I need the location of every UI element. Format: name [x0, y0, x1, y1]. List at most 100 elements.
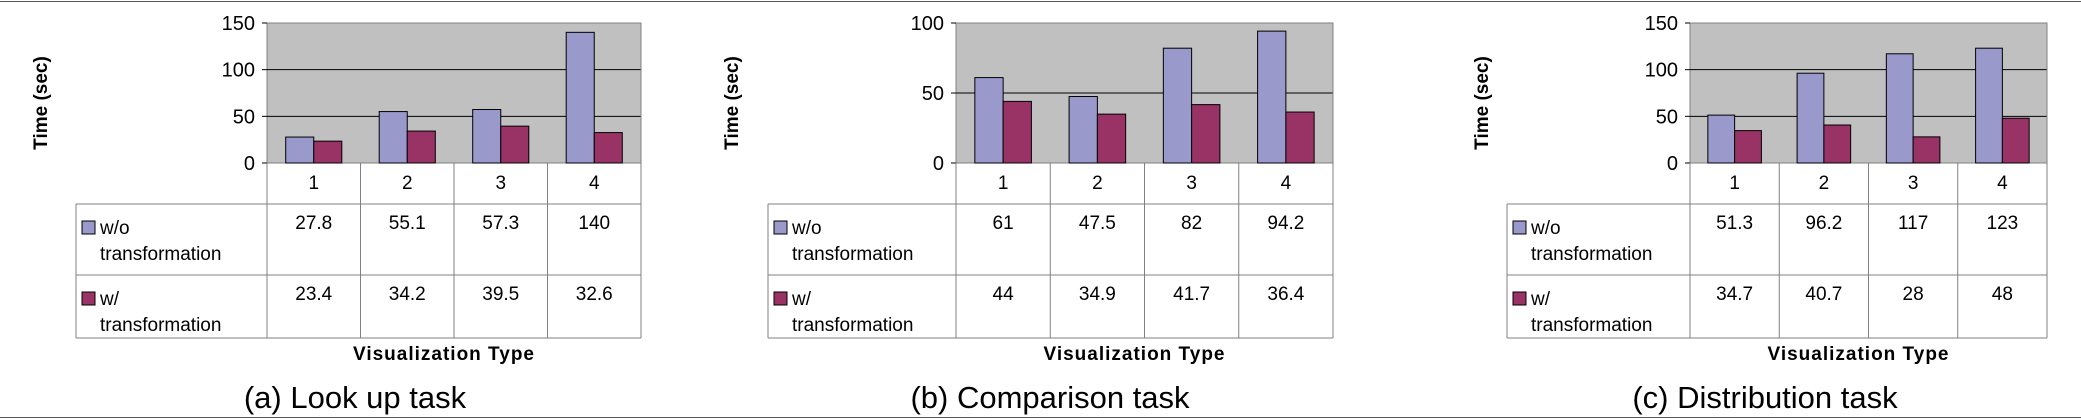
- panel-caption: (a) Look up task: [244, 380, 467, 415]
- x-axis-title: Visualization Type: [353, 344, 535, 365]
- data-table: 1 2 3 4 w/o transformation 27.8 55.1 57.3 140 w/tr…: [75, 23, 642, 339]
- legend-label-line1: w/: [1530, 289, 1551, 310]
- y-tick-label: 150: [1645, 13, 1678, 35]
- category-label: 2: [402, 173, 413, 194]
- category-label: 3: [1908, 173, 1919, 194]
- bar-s2-c2: [1823, 124, 1852, 164]
- data-cell: 28: [1903, 284, 1924, 305]
- panel-caption: (c) Distribution task: [1632, 380, 1898, 415]
- legend-label-line1: w/: [791, 289, 812, 310]
- data-cell: 55.1: [389, 213, 426, 234]
- bar-s1-c3: [1885, 53, 1914, 164]
- legend-swatch-2: [1512, 291, 1527, 306]
- y-axis-title: Time (sec): [722, 56, 743, 150]
- bar-s2-c1: [313, 140, 343, 164]
- legend-label-line2: transformation: [100, 315, 221, 336]
- data-table: 1 2 3 4 w/o transformation 61 47.5 82 94.2 w/trans…: [767, 23, 1334, 339]
- category-label: 4: [589, 173, 600, 194]
- y-tick-label: 100: [222, 60, 255, 82]
- data-cell: 32.6: [576, 284, 613, 305]
- bar-s2-c1: [1002, 100, 1032, 164]
- bar-s1-c4: [1257, 30, 1287, 164]
- legend-swatch-1: [773, 220, 788, 235]
- legend-swatch-1: [81, 220, 96, 235]
- category-label: 1: [998, 173, 1009, 194]
- y-tick-label: 100: [911, 13, 944, 35]
- bar-s2-c4: [2001, 117, 2030, 164]
- x-axis-title: Visualization Type: [1043, 344, 1225, 365]
- bottom-rule: [0, 417, 2081, 418]
- y-tick-label: 0: [1667, 153, 1678, 175]
- bar-s1-c2: [1796, 72, 1825, 164]
- legend-swatch-2: [81, 291, 96, 306]
- bar-s2-c4: [1285, 111, 1315, 164]
- bar-s1-c4: [565, 31, 595, 164]
- bar-s2-c3: [500, 125, 530, 164]
- top-rule: [0, 1, 2081, 2]
- legend-label-line2: transformation: [1531, 315, 1652, 336]
- category-label: 2: [1092, 173, 1103, 194]
- category-label: 2: [1819, 173, 1830, 194]
- category-label: 3: [495, 173, 506, 194]
- data-cell: 47.5: [1079, 213, 1116, 234]
- legend-label-line1: w/o: [1530, 218, 1561, 239]
- data-cell: 34.7: [1716, 284, 1753, 305]
- bar-s2-c2: [406, 130, 436, 164]
- data-cell: 123: [1987, 213, 2019, 234]
- data-cell: 23.4: [295, 284, 332, 305]
- y-tick-label: 50: [922, 83, 944, 105]
- data-cell: 117: [1898, 213, 1928, 234]
- data-cell: 40.7: [1805, 284, 1842, 305]
- data-cell: 39.5: [482, 284, 519, 305]
- bar-s2-c3: [1912, 136, 1941, 164]
- data-cell: 41.7: [1173, 284, 1210, 305]
- legend-label-line2: transformation: [100, 244, 221, 265]
- y-axis-title: Time (sec): [31, 56, 52, 150]
- legend-swatch-1: [1512, 220, 1527, 235]
- data-cell: 34.2: [389, 284, 426, 305]
- data-cell: 94.2: [1267, 213, 1304, 234]
- data-cell: 82: [1181, 213, 1202, 234]
- legend-label-line1: w/o: [791, 218, 822, 239]
- bar-s2-c4: [593, 132, 623, 164]
- category-label: 4: [1281, 173, 1292, 194]
- bar-s1-c4: [1975, 47, 2003, 164]
- legend-label-line2: transformation: [1531, 244, 1652, 265]
- legend-label-line1: w/: [99, 289, 120, 310]
- x-axis-title: Visualization Type: [1767, 344, 1949, 365]
- data-cell: 44: [993, 284, 1015, 305]
- data-cell: 61: [993, 213, 1014, 234]
- bar-s1-c1: [285, 136, 315, 164]
- chart-panel-b: 0 50 100 Time (sec) 1 2 3 4 w/o transformation 61 4…: [722, 13, 1334, 415]
- category-label: 3: [1186, 173, 1197, 194]
- chart-panel-a: 0 50 100 150 Time (sec) 1 2 3 4 w/o transformation…: [31, 13, 642, 415]
- bar-s1-c2: [1068, 96, 1098, 164]
- category-label: 1: [308, 173, 319, 194]
- data-cell: 96.2: [1805, 213, 1842, 234]
- y-tick-label: 50: [1656, 106, 1678, 128]
- data-cell: 51.3: [1716, 213, 1753, 234]
- bar-s2-c1: [1734, 130, 1762, 164]
- panel-caption: (b) Comparison task: [910, 380, 1190, 415]
- data-cell: 27.8: [295, 213, 332, 234]
- y-tick-label: 0: [244, 153, 255, 175]
- legend-label-line1: w/o: [99, 218, 130, 239]
- bar-s1-c3: [472, 109, 502, 164]
- category-label: 1: [1729, 173, 1740, 194]
- category-label: 4: [1997, 173, 2008, 194]
- data-cell: 36.4: [1267, 284, 1304, 305]
- y-axis-title: Time (sec): [1472, 56, 1493, 150]
- legend-label-line2: transformation: [792, 244, 913, 265]
- data-cell: 34.9: [1079, 284, 1116, 305]
- bar-s2-c3: [1191, 104, 1221, 164]
- data-cell: 57.3: [482, 213, 519, 234]
- y-tick-label: 100: [1645, 60, 1678, 82]
- data-cell: 140: [578, 213, 610, 234]
- data-cell: 48: [1992, 284, 2013, 305]
- y-tick-label: 0: [933, 153, 944, 175]
- legend-label-line2: transformation: [792, 315, 913, 336]
- bar-s1-c3: [1162, 47, 1193, 164]
